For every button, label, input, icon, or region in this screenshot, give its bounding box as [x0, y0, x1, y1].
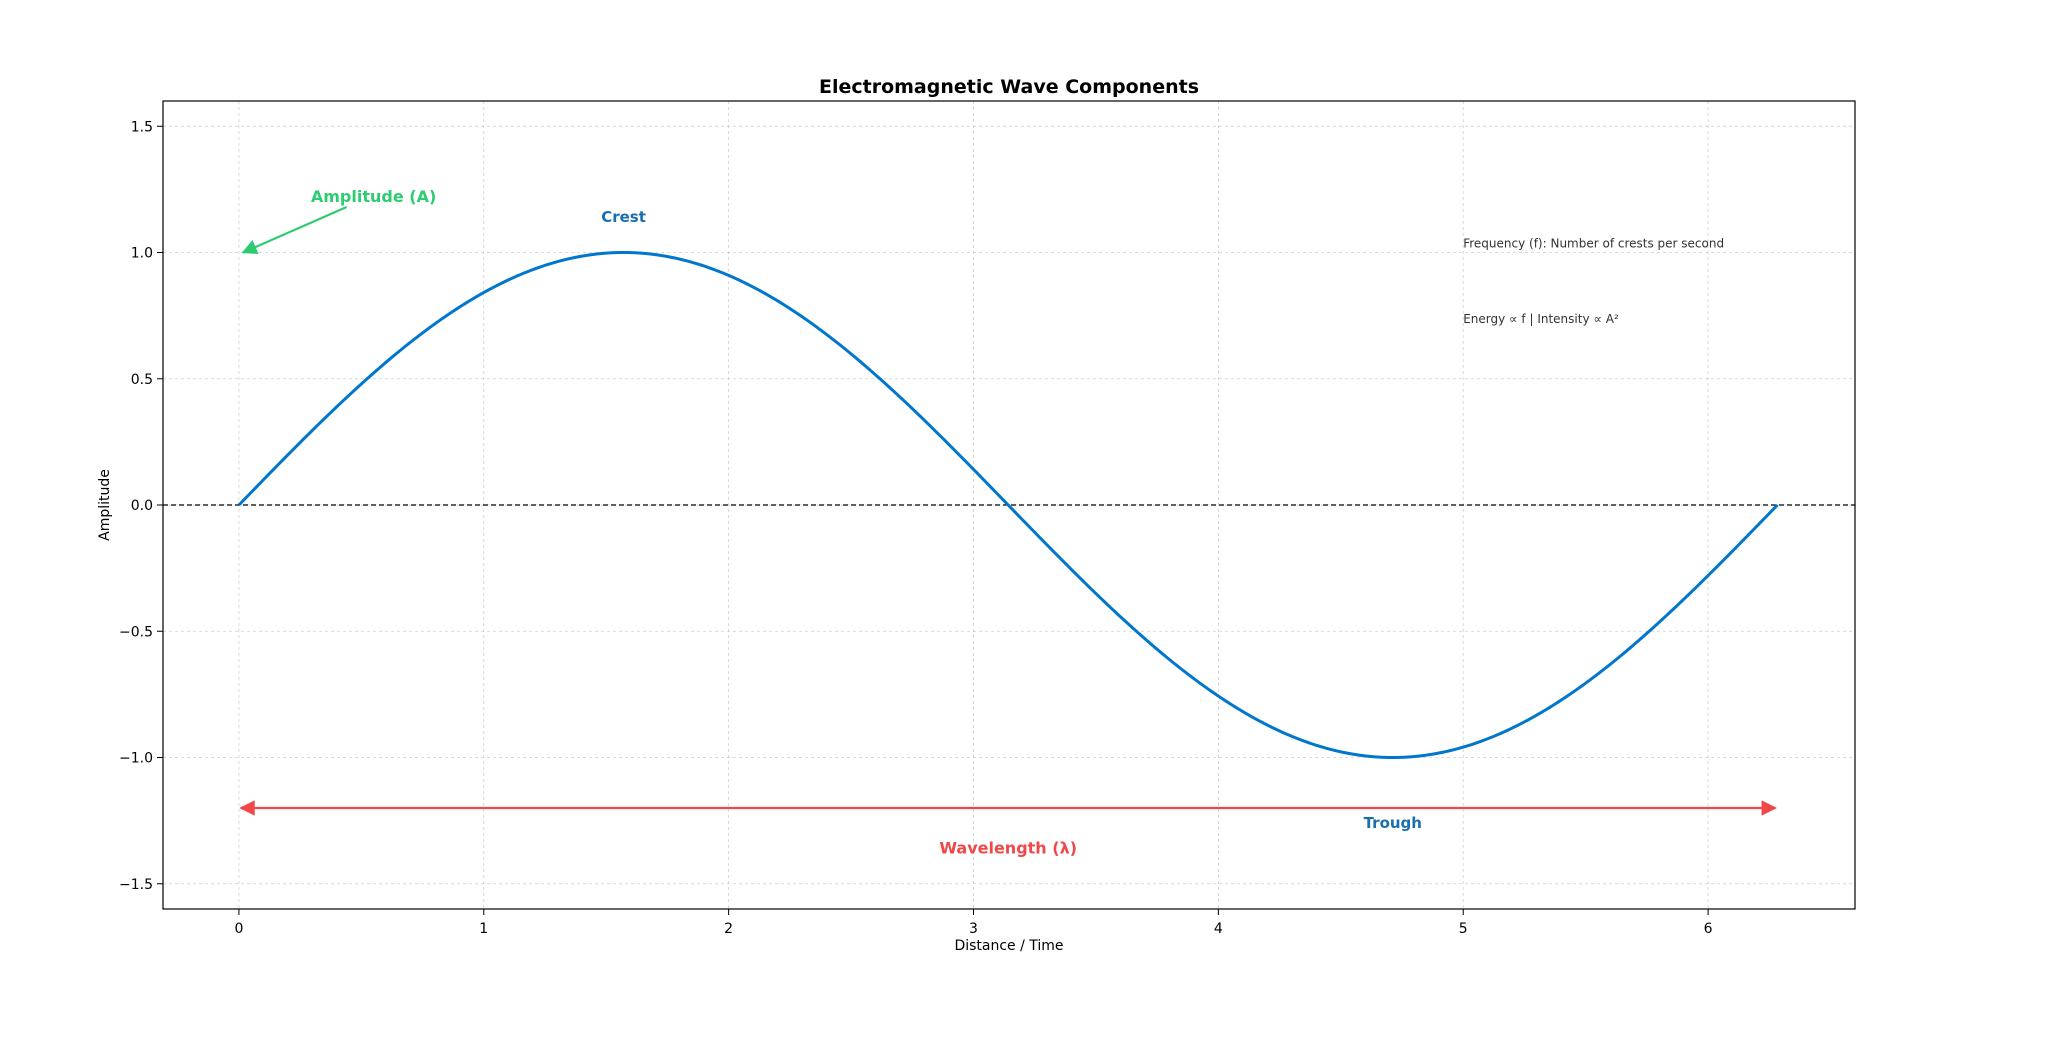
axis-ticks: 0 1 2 3 4 5 6 1.5 1.0 0.5 0.0 −0.5 −1.0 −1.5: [119, 119, 1713, 937]
x-tick-label: 0: [234, 921, 243, 937]
y-tick-label: −1.5: [119, 877, 153, 893]
y-tick-label: −1.0: [119, 751, 153, 767]
crest-label: Crest: [601, 208, 646, 226]
wavelength-label: Wavelength (λ): [939, 838, 1077, 857]
amplitude-label: Amplitude (A): [311, 187, 436, 206]
amplitude-arrow: [241, 206, 348, 254]
trough-label: Trough: [1364, 814, 1422, 832]
y-tick-label: −0.5: [119, 624, 153, 640]
frequency-note: Frequency (f): Number of crests per seco…: [1463, 236, 1724, 250]
x-tick-label: 6: [1704, 921, 1713, 937]
energy-intensity-note: Energy ∝ f | Intensity ∝ A²: [1463, 312, 1619, 326]
chart-title: Electromagnetic Wave Components: [819, 76, 1199, 98]
x-tick-label: 3: [969, 921, 978, 937]
x-tick-label: 5: [1459, 921, 1468, 937]
y-tick-label: 1.0: [131, 246, 153, 262]
y-tick-label: 0.5: [131, 372, 153, 388]
plot-frame: [162, 100, 1856, 910]
y-tick-label: 0.0: [131, 498, 153, 514]
x-axis-label: Distance / Time: [954, 938, 1063, 954]
x-tick-label: 2: [724, 921, 733, 937]
x-tick-label: 1: [479, 921, 488, 937]
x-tick-label: 4: [1214, 921, 1223, 937]
y-axis-label: Amplitude: [97, 469, 113, 541]
wave-series-line: [237, 250, 1779, 760]
y-tick-label: 1.5: [131, 119, 153, 135]
